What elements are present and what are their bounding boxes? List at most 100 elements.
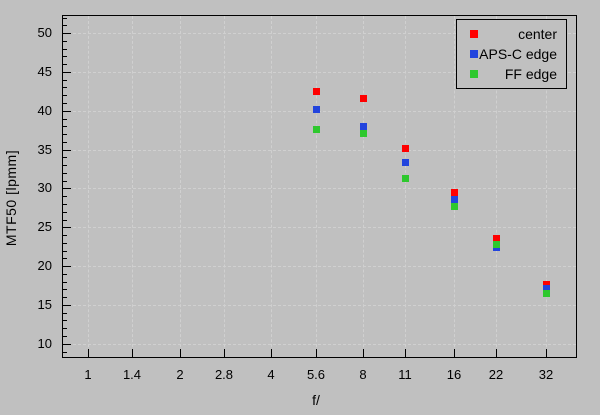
y-tick-label: 35: [37, 142, 52, 157]
legend: center APS-C edge FF edge: [456, 19, 567, 89]
y-major-tick: [63, 266, 71, 267]
data-point-aps-c-edge: [360, 123, 367, 130]
y-major-tick: [63, 72, 71, 73]
x-tick-label: 4: [267, 367, 275, 382]
y-tick-label: 50: [37, 25, 52, 40]
data-point-center: [493, 235, 500, 242]
gridline-vertical: [316, 16, 317, 357]
y-minor-tick: [63, 336, 67, 337]
y-minor-tick: [63, 204, 67, 205]
gridline-horizontal: [63, 150, 576, 151]
x-major-tick: [132, 349, 133, 357]
gridline-horizontal: [63, 344, 576, 345]
data-point-ff-edge: [451, 203, 458, 210]
data-point-center: [543, 281, 550, 288]
x-major-tick: [271, 349, 272, 357]
y-major-tick: [63, 305, 71, 306]
x-major-tick: [224, 349, 225, 357]
data-point-center: [313, 88, 320, 95]
y-minor-tick: [63, 49, 67, 50]
x-tick-label: 16: [446, 367, 462, 382]
gridline-vertical: [224, 16, 225, 357]
y-minor-tick: [63, 142, 67, 143]
x-major-tick: [546, 349, 547, 357]
y-minor-tick: [63, 134, 67, 135]
y-minor-tick: [63, 352, 67, 353]
y-minor-tick: [63, 165, 67, 166]
y-minor-tick: [63, 126, 67, 127]
y-minor-tick: [63, 103, 67, 104]
y-major-tick: [63, 111, 71, 112]
legend-marker-icon: [470, 30, 478, 38]
y-major-tick: [63, 33, 71, 34]
y-minor-tick: [63, 181, 67, 182]
x-major-tick: [363, 349, 364, 357]
x-tick-label: 2: [176, 367, 184, 382]
y-minor-tick: [63, 282, 67, 283]
data-point-center: [360, 95, 367, 102]
data-point-aps-c-edge: [543, 285, 550, 292]
plot-area: [62, 15, 577, 358]
gridline-horizontal: [63, 188, 576, 189]
gridline-vertical: [454, 16, 455, 357]
data-point-ff-edge: [493, 241, 500, 248]
x-tick-label: 1.4: [122, 367, 142, 382]
y-minor-tick: [63, 119, 67, 120]
x-major-tick: [316, 349, 317, 357]
y-minor-tick: [63, 320, 67, 321]
legend-marker-icon: [470, 70, 478, 78]
y-minor-tick: [63, 87, 67, 88]
data-point-center: [402, 145, 409, 152]
legend-item: FF edge: [457, 64, 566, 84]
gridline-vertical: [405, 16, 406, 357]
data-point-ff-edge: [543, 290, 550, 297]
legend-item: center: [457, 24, 566, 44]
y-minor-tick: [63, 157, 67, 158]
y-minor-tick: [63, 56, 67, 57]
gridline-horizontal: [63, 305, 576, 306]
y-minor-tick: [63, 41, 67, 42]
gridline-vertical: [363, 16, 364, 357]
y-minor-tick: [63, 18, 67, 19]
y-minor-tick: [63, 289, 67, 290]
y-tick-label: 15: [37, 297, 52, 312]
y-tick-label: 40: [37, 103, 52, 118]
gridline-horizontal: [63, 72, 576, 73]
data-point-center: [451, 189, 458, 196]
legend-marker-icon: [470, 50, 478, 58]
y-minor-tick: [63, 243, 67, 244]
x-major-tick: [88, 349, 89, 357]
gridline-vertical: [271, 16, 272, 357]
data-point-ff-edge: [402, 175, 409, 182]
gridline-vertical: [180, 16, 181, 357]
gridline-vertical: [546, 16, 547, 357]
data-point-aps-c-edge: [402, 159, 409, 166]
x-major-tick: [405, 349, 406, 357]
gridline-horizontal: [63, 33, 576, 34]
y-minor-tick: [63, 196, 67, 197]
y-minor-tick: [63, 80, 67, 81]
y-major-tick: [63, 188, 71, 189]
gridline-vertical: [88, 16, 89, 357]
gridline-vertical: [132, 16, 133, 357]
gridline-horizontal: [63, 266, 576, 267]
data-point-aps-c-edge: [451, 196, 458, 203]
legend-label: center: [518, 26, 557, 42]
y-tick-label: 25: [37, 219, 52, 234]
y-major-tick: [63, 344, 71, 345]
y-tick-label: 30: [37, 180, 52, 195]
data-point-aps-c-edge: [313, 106, 320, 113]
y-minor-tick: [63, 25, 67, 26]
x-tick-label: 1: [84, 367, 92, 382]
y-minor-tick: [63, 235, 67, 236]
data-point-ff-edge: [313, 126, 320, 133]
y-minor-tick: [63, 64, 67, 65]
x-tick-label: 8: [359, 367, 367, 382]
y-minor-tick: [63, 173, 67, 174]
y-minor-tick: [63, 328, 67, 329]
legend-label: APS-C edge: [479, 46, 557, 62]
x-axis-title: f/: [312, 392, 320, 408]
x-major-tick: [180, 349, 181, 357]
y-minor-tick: [63, 313, 67, 314]
